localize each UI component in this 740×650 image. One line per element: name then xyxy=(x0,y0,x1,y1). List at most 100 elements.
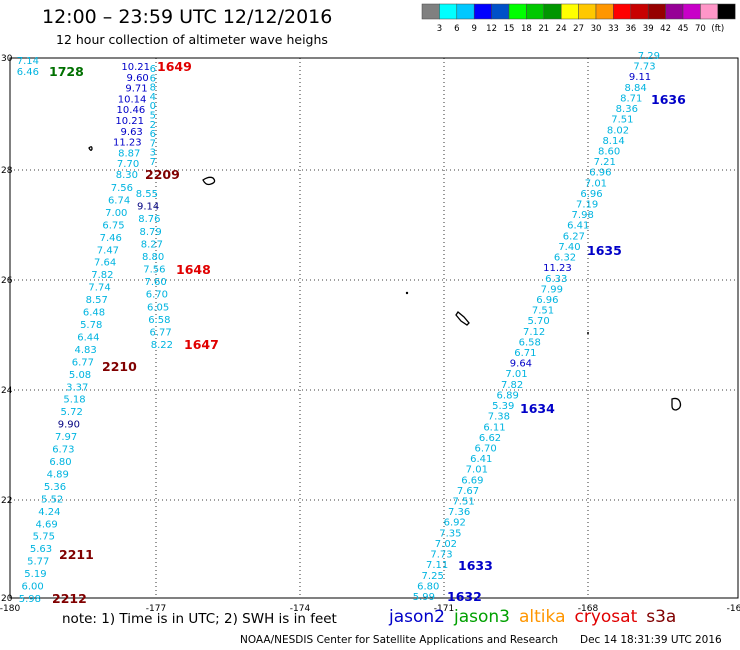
swh-value: 5.75 xyxy=(33,532,55,543)
swh-value: 8.22 xyxy=(151,340,173,351)
swh-value: 5.19 xyxy=(24,569,46,580)
x-tick-label: -168 xyxy=(578,604,599,614)
color-scale-label: 27 xyxy=(573,24,584,34)
swh-value: 5.72 xyxy=(61,407,83,418)
swh-value: 7.01 xyxy=(466,465,488,476)
swh-value: 7.01 xyxy=(585,178,607,189)
swh-value: 7.74 xyxy=(88,283,110,294)
swh-value: 8 xyxy=(150,83,156,94)
pass-time-label: 2209 xyxy=(145,167,180,182)
swh-value: 8.02 xyxy=(607,125,629,136)
swh-value: 7.60 xyxy=(144,277,166,288)
swh-value: 10.21 xyxy=(121,62,150,73)
swh-value: 7.56 xyxy=(143,265,165,276)
swh-value: 6.75 xyxy=(102,220,124,231)
color-scale-label: 33 xyxy=(608,24,619,34)
swh-value: 6.73 xyxy=(52,445,74,456)
pass-time-label: 1649 xyxy=(157,59,192,74)
swh-value: 6 xyxy=(150,73,156,84)
pass-time-label: 2211 xyxy=(59,547,94,562)
swh-value: 7.21 xyxy=(594,157,616,168)
color-scale-label: 21 xyxy=(538,24,549,34)
swh-value: 6.44 xyxy=(77,332,99,343)
swh-value: 6.70 xyxy=(146,290,168,301)
swh-value: 7.73 xyxy=(633,62,655,73)
swh-value: 0 xyxy=(150,101,156,112)
swh-value: 7.14 xyxy=(17,56,39,67)
swh-value: 4.69 xyxy=(35,519,57,530)
color-scale-label: 70 xyxy=(695,24,706,34)
swh-value: 6.77 xyxy=(72,357,94,368)
y-tick-label: 20 xyxy=(1,594,13,604)
swh-value: 7.97 xyxy=(55,432,77,443)
swh-value: 8.60 xyxy=(598,146,620,157)
swh-value: 8.79 xyxy=(139,227,161,238)
swh-value: 7.01 xyxy=(505,369,527,380)
swh-value: 7.25 xyxy=(422,571,444,582)
x-tick-label: -177 xyxy=(146,604,166,614)
swh-value: 4.24 xyxy=(38,507,60,518)
swh-value: 4.83 xyxy=(74,345,96,356)
swh-value: 6 xyxy=(150,64,156,75)
swh-value: 7.40 xyxy=(558,242,580,253)
swh-value: 7.67 xyxy=(457,486,479,497)
swh-value: 7.82 xyxy=(91,270,113,281)
y-tick-label: 28 xyxy=(1,166,13,176)
x-tick-label: -16 xyxy=(727,604,740,614)
swh-value: 7.73 xyxy=(430,550,452,561)
swh-value: 7.11 xyxy=(426,560,448,571)
swh-value: 5.39 xyxy=(492,401,514,412)
island-outline xyxy=(88,146,93,151)
swh-value: 5.63 xyxy=(30,544,52,555)
island-outline xyxy=(202,176,216,186)
satellite-name: jason3 xyxy=(454,607,510,627)
swh-value: 7 xyxy=(150,138,156,149)
swh-value: 6.58 xyxy=(148,315,170,326)
island-dot xyxy=(587,332,589,334)
color-scale-legend: 3 6 9 12 15 18 21 24 27 30 33 36 39 42 45 70 (ft) xyxy=(421,3,736,34)
swh-value: 9.14 xyxy=(137,202,159,213)
swh-value: 6.96 xyxy=(536,295,558,306)
swh-value: 9.11 xyxy=(629,72,651,83)
pass-time-label: 2210 xyxy=(102,359,137,374)
swh-value: 6.11 xyxy=(483,422,505,433)
swh-value: 5.77 xyxy=(27,557,49,568)
swh-value: 6.74 xyxy=(108,195,130,206)
swh-value: 8.71 xyxy=(620,93,642,104)
swh-value: 5.99 xyxy=(413,592,435,603)
island-outline xyxy=(455,311,470,326)
swh-value: 6.58 xyxy=(519,337,541,348)
swh-value: 6.96 xyxy=(580,189,602,200)
swh-value: 7.64 xyxy=(94,258,116,269)
swh-value: 9.60 xyxy=(127,73,149,84)
swh-value: 9.90 xyxy=(58,420,80,431)
y-tick-label: 22 xyxy=(1,496,12,506)
swh-value: 6 xyxy=(150,129,156,140)
swh-value: 7.19 xyxy=(576,200,598,211)
swh-value: 7.00 xyxy=(105,208,127,219)
swh-value: 6.05 xyxy=(147,302,169,313)
swh-value: 8.76 xyxy=(138,214,160,225)
swh-value: 7.51 xyxy=(611,115,633,126)
swh-value: 8.30 xyxy=(116,170,138,181)
swh-value: 6.80 xyxy=(417,581,439,592)
swh-value: 6.32 xyxy=(554,253,576,264)
swh-value: 9.63 xyxy=(121,127,143,138)
color-scale-label: 42 xyxy=(660,24,671,34)
swh-value: 6.27 xyxy=(563,231,585,242)
swh-value: 9.71 xyxy=(125,84,147,95)
swh-value: 11.23 xyxy=(543,263,572,274)
swh-value: 5.36 xyxy=(44,482,66,493)
color-scale-label: 3 xyxy=(437,24,442,34)
swh-value: 5.52 xyxy=(41,494,63,505)
swh-value: 7.12 xyxy=(523,327,545,338)
swh-value: 5.08 xyxy=(69,370,91,381)
swh-value: 8.84 xyxy=(624,83,646,94)
satellite-name: jason2 xyxy=(389,607,445,627)
swh-value: 6.92 xyxy=(444,518,466,529)
pass-time-label: 1647 xyxy=(184,337,219,352)
swh-value: 6.00 xyxy=(22,582,44,593)
swh-value: 10.14 xyxy=(118,94,147,105)
map-frame xyxy=(9,57,739,599)
